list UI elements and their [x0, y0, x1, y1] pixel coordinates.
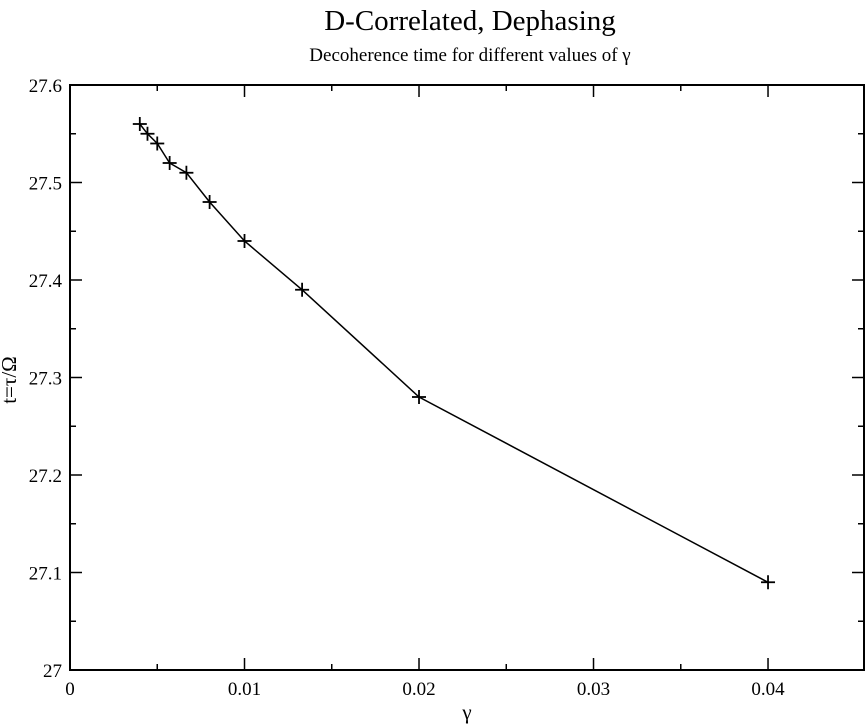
- y-tick-label: 27.6: [29, 76, 62, 97]
- data-point-marker: [140, 126, 155, 141]
- data-point-marker: [237, 234, 252, 248]
- x-tick-label: 0: [65, 679, 75, 700]
- x-tick-label: 0.04: [751, 679, 785, 700]
- chart-title: D-Correlated, Dephasing: [324, 5, 616, 37]
- data-point-marker: [412, 390, 427, 404]
- x-axis-label: γ: [461, 700, 471, 724]
- y-tick-label: 27: [43, 661, 62, 682]
- data-point-marker: [179, 165, 194, 180]
- y-tick-label: 27.5: [29, 174, 62, 195]
- data-point-marker: [132, 117, 147, 131]
- x-tick-label: 0.02: [402, 679, 435, 700]
- series-line: [139, 123, 769, 583]
- x-tick-label: 0.01: [228, 679, 261, 700]
- y-tick-label: 27.2: [29, 466, 62, 487]
- data-point-marker: [761, 575, 776, 590]
- y-tick-label: 27.3: [29, 369, 62, 390]
- chart-subtitle: Decoherence time for different values of…: [309, 45, 630, 66]
- data-point-marker: [202, 195, 217, 209]
- x-axis-ticks: 0 0.01 0.02 0.03 0.04: [65, 85, 785, 700]
- x-tick-label: 0.03: [577, 679, 610, 700]
- data-point-marker: [150, 136, 165, 151]
- y-axis-ticks: 27 27.1 27.2 27.3 27.4 27.5 27.6: [29, 76, 864, 682]
- data-point-marker: [295, 282, 310, 297]
- y-tick-label: 27.4: [29, 271, 63, 292]
- series-layer: [132, 117, 776, 590]
- data-point-marker: [162, 156, 177, 170]
- y-tick-label: 27.1: [29, 564, 62, 585]
- y-axis-label: t=τ/Ω: [0, 356, 21, 404]
